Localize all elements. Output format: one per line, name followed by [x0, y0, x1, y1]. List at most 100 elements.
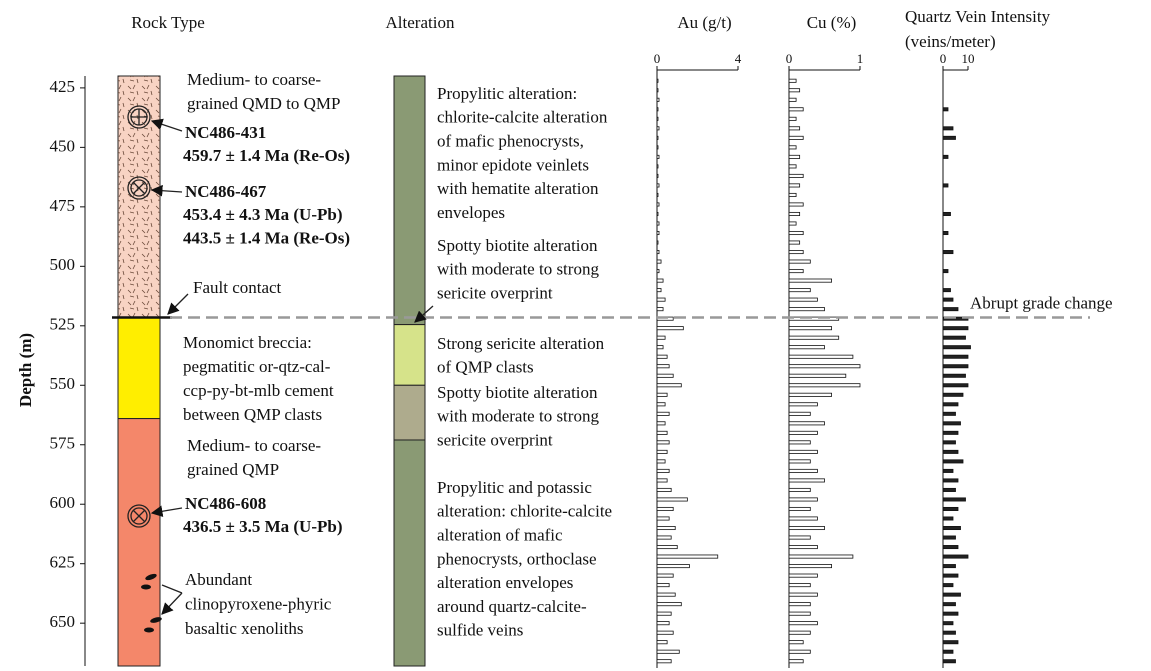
bar: [657, 593, 675, 596]
bar: [657, 612, 671, 615]
y-tick-label: 425: [50, 77, 76, 96]
sample-name: NC486-467: [185, 182, 267, 201]
bar: [657, 327, 683, 330]
bar: [789, 336, 839, 339]
y-tick-label: 550: [50, 374, 76, 393]
column-title: Cu (%): [807, 13, 857, 32]
note-line: Propylitic alteration:: [437, 84, 577, 103]
note-line: alteration of mafic: [437, 526, 563, 545]
annotation: Abrupt grade change: [970, 293, 1113, 312]
label-line: Monomict breccia:: [183, 333, 312, 352]
sample-name: NC486-431: [185, 123, 266, 142]
bar: [657, 193, 658, 196]
bar: [657, 298, 665, 301]
bar: [789, 165, 796, 168]
bar: [789, 574, 817, 577]
bar: [657, 336, 665, 339]
bar: [943, 469, 953, 472]
bar: [657, 308, 663, 311]
bar: [789, 450, 817, 453]
bar: [789, 212, 800, 215]
column-title: Alteration: [386, 13, 455, 32]
bar: [789, 412, 810, 415]
bar: [943, 155, 948, 158]
column-title: Au (g/t): [677, 13, 731, 32]
bar: [657, 146, 658, 149]
bar: [657, 355, 667, 358]
note-line: of mafic phenocrysts,: [437, 132, 584, 151]
bar: [657, 203, 659, 206]
bar: [789, 593, 817, 596]
bar: [657, 393, 667, 396]
bar: [657, 488, 671, 491]
bar: [789, 631, 810, 634]
bar: [943, 403, 958, 406]
x-tick-label: 0: [654, 51, 661, 66]
bar: [789, 507, 810, 510]
sample-age: 459.7 ± 1.4 Ma (Re-Os): [183, 146, 350, 165]
interval: [394, 440, 425, 666]
bar: [789, 498, 817, 501]
bar: [943, 136, 956, 139]
bar: [789, 146, 796, 149]
bar: [657, 365, 669, 368]
bar: [789, 155, 800, 158]
bar: [657, 231, 659, 234]
bar: [657, 517, 669, 520]
bar: [789, 612, 810, 615]
bar: [789, 231, 803, 234]
sample-age: 453.4 ± 4.3 Ma (U-Pb): [183, 205, 342, 224]
bar: [943, 488, 956, 491]
note-line: with hematite alteration: [437, 179, 599, 198]
y-tick-label: 525: [50, 315, 76, 334]
bar: [943, 212, 951, 215]
bar: [789, 317, 839, 320]
note-line: minor epidote veinlets: [437, 155, 589, 174]
bar: [943, 574, 958, 577]
bar: [657, 289, 661, 292]
bar: [943, 641, 958, 644]
bar: [789, 441, 810, 444]
bar: [657, 384, 681, 387]
interval: [394, 325, 425, 386]
bar: [789, 536, 810, 539]
bar: [789, 222, 796, 225]
bar: [657, 574, 673, 577]
bar: [789, 384, 860, 387]
bar: [657, 650, 679, 653]
bar: [657, 412, 669, 415]
bar: [657, 374, 673, 377]
bar: [789, 431, 817, 434]
bar: [657, 79, 658, 82]
bar: [943, 631, 956, 634]
bar: [943, 108, 948, 111]
column-title: (veins/meter): [905, 32, 996, 51]
label-line: Medium- to coarse-: [187, 70, 321, 89]
bar: [657, 545, 677, 548]
bar: [657, 184, 659, 187]
bar: [943, 603, 956, 606]
bar: [789, 660, 803, 663]
bar: [789, 193, 796, 196]
y-tick-label: 600: [50, 493, 76, 512]
y-tick-label: 500: [50, 255, 76, 274]
note-line: alteration: chlorite-calcite: [437, 502, 612, 521]
bar: [789, 479, 825, 482]
note-line: sericite overprint: [437, 431, 553, 450]
sample-name: NC486-608: [185, 494, 266, 513]
bar: [943, 289, 951, 292]
bar: [657, 403, 665, 406]
bar: [943, 336, 966, 339]
note-line: sulfide veins: [437, 621, 523, 640]
bar: [657, 469, 669, 472]
bar: [943, 431, 958, 434]
note-line: Strong sericite alteration: [437, 334, 605, 353]
bar: [789, 517, 817, 520]
bar: [943, 479, 958, 482]
note-line: Spotty biotite alteration: [437, 383, 598, 402]
bar: [789, 641, 803, 644]
bar: [657, 165, 658, 168]
bar: [657, 108, 658, 111]
bar: [657, 127, 659, 130]
bar: [943, 498, 966, 501]
